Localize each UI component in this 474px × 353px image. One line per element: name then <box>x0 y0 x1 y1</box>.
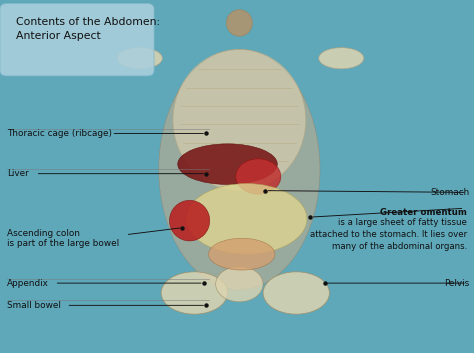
Text: Stomach: Stomach <box>430 188 469 197</box>
Text: Greater omentum: Greater omentum <box>380 208 467 217</box>
Ellipse shape <box>263 272 329 314</box>
Ellipse shape <box>159 49 320 289</box>
Text: is a large sheet of fatty tissue
attached to the stomach. It lies over
many of t: is a large sheet of fatty tissue attache… <box>310 218 467 251</box>
Text: Contents of the Abdomen:
Anterior Aspect: Contents of the Abdomen: Anterior Aspect <box>16 17 160 41</box>
Ellipse shape <box>173 49 306 191</box>
Text: Thoracic cage (ribcage): Thoracic cage (ribcage) <box>7 129 112 138</box>
Text: Small bowel: Small bowel <box>7 301 61 310</box>
Ellipse shape <box>161 272 228 314</box>
Ellipse shape <box>236 159 281 194</box>
Text: Pelvis: Pelvis <box>444 279 469 288</box>
Ellipse shape <box>319 48 364 69</box>
Ellipse shape <box>227 10 252 36</box>
Ellipse shape <box>178 144 277 184</box>
Ellipse shape <box>117 48 162 69</box>
Text: Ascending colon
is part of the large bowel: Ascending colon is part of the large bow… <box>7 229 119 248</box>
Ellipse shape <box>186 184 307 254</box>
Text: Liver: Liver <box>7 169 29 178</box>
FancyBboxPatch shape <box>0 4 154 76</box>
Ellipse shape <box>209 238 275 270</box>
Ellipse shape <box>170 200 210 241</box>
Ellipse shape <box>216 267 263 302</box>
Text: Appendix: Appendix <box>7 279 49 288</box>
